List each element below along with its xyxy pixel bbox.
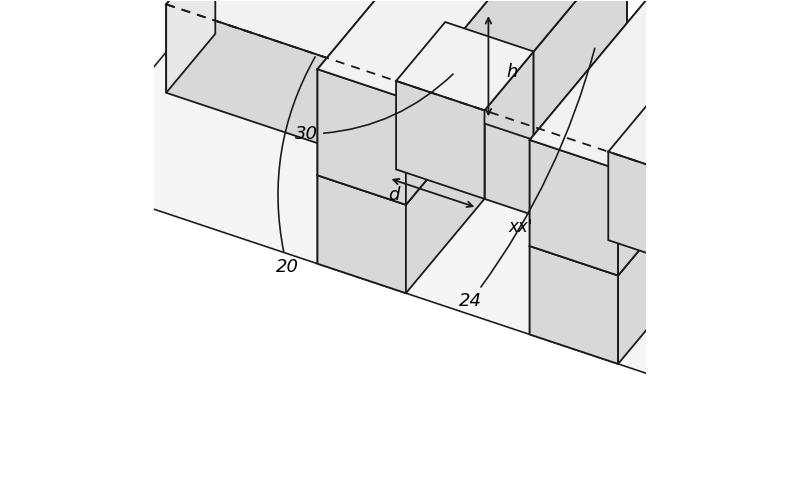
- Polygon shape: [318, 81, 485, 205]
- Polygon shape: [166, 0, 215, 93]
- Text: 40: 40: [0, 493, 1, 494]
- Polygon shape: [530, 0, 800, 169]
- Polygon shape: [608, 152, 697, 270]
- Polygon shape: [530, 140, 618, 276]
- Text: 20: 20: [275, 57, 315, 276]
- Polygon shape: [166, 4, 800, 329]
- Polygon shape: [608, 152, 697, 270]
- Text: xx': xx': [508, 218, 533, 236]
- Polygon shape: [318, 81, 396, 264]
- Polygon shape: [530, 246, 618, 364]
- Polygon shape: [406, 111, 485, 293]
- Polygon shape: [61, 0, 800, 429]
- Text: 10: 10: [0, 493, 1, 494]
- Polygon shape: [530, 152, 608, 334]
- Text: 24: 24: [459, 48, 594, 310]
- Polygon shape: [215, 0, 800, 270]
- Polygon shape: [166, 0, 800, 240]
- Text: d: d: [388, 186, 399, 204]
- Polygon shape: [318, 69, 406, 205]
- Polygon shape: [445, 0, 538, 111]
- Polygon shape: [318, 175, 406, 293]
- Polygon shape: [618, 0, 800, 276]
- Polygon shape: [658, 0, 750, 181]
- Polygon shape: [618, 181, 697, 364]
- Polygon shape: [396, 81, 485, 199]
- Polygon shape: [396, 81, 485, 199]
- Polygon shape: [538, 0, 627, 28]
- Text: h: h: [506, 63, 518, 81]
- Polygon shape: [318, 0, 538, 175]
- Text: 30: 30: [0, 493, 1, 494]
- Polygon shape: [750, 0, 800, 10]
- Polygon shape: [746, 10, 800, 210]
- Polygon shape: [750, 0, 800, 99]
- Polygon shape: [445, 0, 627, 51]
- Polygon shape: [396, 22, 534, 111]
- Polygon shape: [608, 93, 746, 181]
- Polygon shape: [318, 0, 627, 99]
- Polygon shape: [658, 93, 746, 210]
- Polygon shape: [530, 0, 750, 246]
- Polygon shape: [658, 0, 800, 122]
- Polygon shape: [445, 22, 534, 140]
- Polygon shape: [534, 0, 627, 140]
- Polygon shape: [530, 152, 697, 276]
- Text: 30: 30: [295, 74, 453, 143]
- Text: 22: 22: [0, 493, 1, 494]
- Polygon shape: [406, 0, 627, 205]
